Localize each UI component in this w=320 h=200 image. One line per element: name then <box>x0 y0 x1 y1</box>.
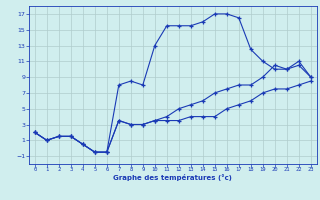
X-axis label: Graphe des températures (°c): Graphe des températures (°c) <box>113 174 232 181</box>
